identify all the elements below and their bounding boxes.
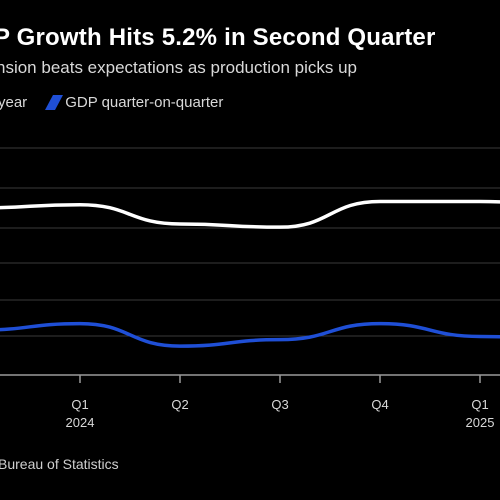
x-tick-year-label: 2025 bbox=[466, 415, 495, 430]
x-tick-label: Q3 bbox=[271, 397, 288, 412]
x-tick-label: Q4 bbox=[371, 397, 388, 412]
series-line-1 bbox=[0, 321, 500, 348]
x-tick-year-label: 2024 bbox=[66, 415, 95, 430]
legend-label-qoq: GDP quarter-on-quarter bbox=[65, 94, 224, 111]
x-tick-label: Q1 bbox=[471, 397, 488, 412]
x-tick-label: Q1 bbox=[71, 397, 88, 412]
x-tick-label: Q2 bbox=[171, 397, 188, 412]
legend-item-yoy: year bbox=[0, 94, 27, 111]
legend-label-yoy: year bbox=[0, 94, 28, 111]
series-line-0 bbox=[0, 199, 500, 229]
chart-subtitle: nsion beats expectations as production p… bbox=[0, 58, 358, 77]
legend: year GDP quarter-on-quarter bbox=[0, 94, 245, 111]
chart-source: Bureau of Statistics bbox=[0, 456, 119, 472]
legend-item-qoq: GDP quarter-on-quarter bbox=[45, 94, 224, 111]
chart-title: P Growth Hits 5.2% in Second Quarter bbox=[0, 24, 436, 51]
